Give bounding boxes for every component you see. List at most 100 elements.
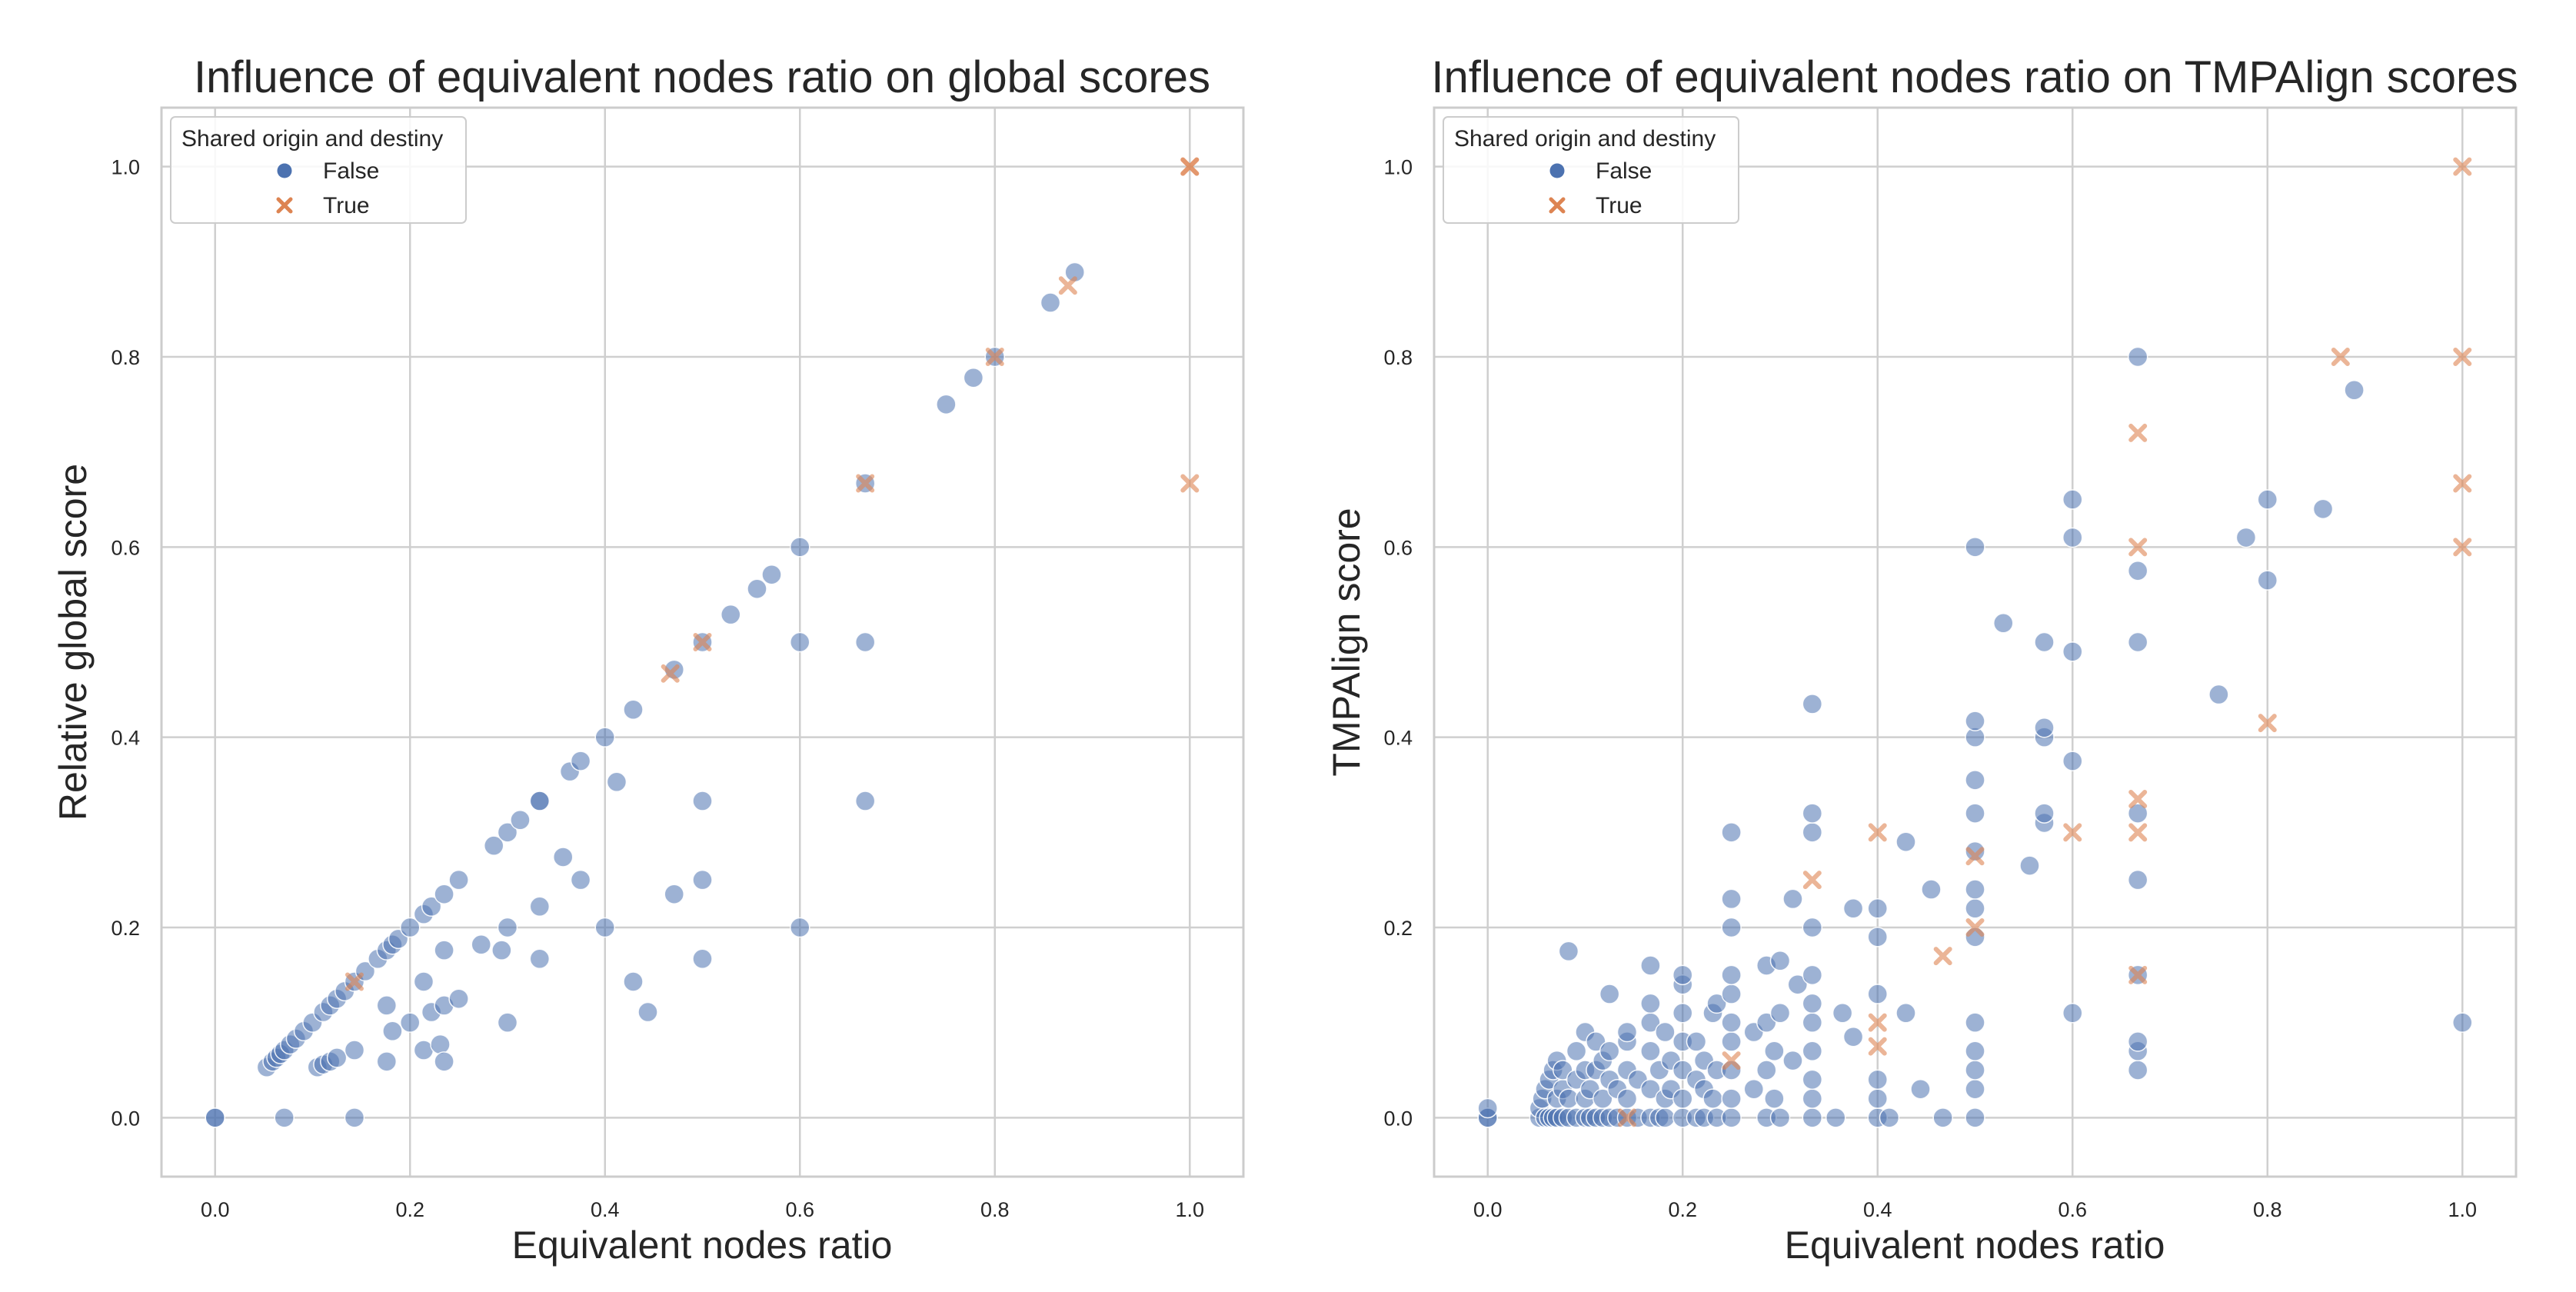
data-point-false xyxy=(326,1047,348,1068)
tick-labels: 0.0 0.2 0.4 0.6 0.8 1.0 0.0 0.2 0.4 0.6 0.8 1.0 xyxy=(1383,156,2477,1221)
data-point-false xyxy=(2034,803,2055,824)
data-point-true xyxy=(661,664,680,683)
x-tick-label: 0.0 xyxy=(1473,1198,1503,1221)
data-point-true xyxy=(1868,1013,1887,1032)
data-point-false xyxy=(1721,984,1742,1004)
data-point-true xyxy=(2128,823,2148,842)
data-point-false xyxy=(1802,1088,1823,1109)
data-point-false xyxy=(963,367,984,388)
data-point-false xyxy=(2208,684,2229,705)
plot-frame xyxy=(1433,106,2518,1178)
y-tick-label: 0.8 xyxy=(111,346,140,369)
data-point-false xyxy=(1599,984,1620,1004)
data-point-false xyxy=(1721,888,1742,910)
legend: Shared origin and destiny False True xyxy=(1443,116,1739,224)
data-point-false xyxy=(1782,888,1803,910)
data-point-false xyxy=(2127,869,2148,891)
data-point-false xyxy=(1721,1088,1742,1109)
data-point-false xyxy=(1802,1107,1823,1128)
data-point-true xyxy=(2453,157,2472,176)
x-tick-label: 0.2 xyxy=(1668,1198,1697,1221)
data-point-false xyxy=(1721,1012,1742,1033)
data-point-false xyxy=(529,896,551,917)
data-point-false xyxy=(1965,841,1985,862)
data-point-false xyxy=(637,1001,658,1023)
data-point-false xyxy=(1965,898,1985,919)
data-point-false xyxy=(761,564,782,585)
x-tick-label: 0.8 xyxy=(980,1198,1010,1221)
data-point-true xyxy=(2063,823,2082,842)
data-point-false xyxy=(606,771,627,793)
data-point-false xyxy=(1787,974,1809,995)
legend-title: Shared origin and destiny xyxy=(181,126,443,152)
data-point-false xyxy=(344,1107,365,1128)
data-point-false xyxy=(1867,898,1888,919)
data-point-false xyxy=(1477,1097,1498,1119)
data-point-false xyxy=(399,1012,421,1033)
data-point-true xyxy=(1933,947,1952,966)
x-tick-label: 0.4 xyxy=(1863,1198,1892,1221)
data-point-false xyxy=(376,995,398,1016)
data-point-false xyxy=(1672,1003,1693,1024)
chart-title: Influence of equivalent nodes ratio on T… xyxy=(1431,52,2518,102)
data-point-false xyxy=(1593,1088,1613,1109)
data-point-false xyxy=(497,822,518,843)
legend-false-label: False xyxy=(323,158,379,184)
data-point-true xyxy=(1058,276,1077,295)
data-points xyxy=(205,157,1200,1128)
data-point-false xyxy=(1965,1107,1985,1128)
data-point-false xyxy=(1825,1107,1846,1128)
data-point-true xyxy=(2128,790,2148,809)
data-point-false xyxy=(529,948,551,970)
data-point-false xyxy=(491,940,512,961)
data-point-false xyxy=(747,578,767,599)
x-tick-label: 1.0 xyxy=(2448,1198,2478,1221)
y-tick-label: 0.0 xyxy=(111,1107,140,1130)
data-point-false xyxy=(413,971,434,992)
legend-box xyxy=(1443,116,1739,224)
data-point-false xyxy=(2127,1060,2148,1081)
data-point-false xyxy=(1040,292,1061,313)
data-point-false xyxy=(570,751,591,771)
legend: Shared origin and destiny False True xyxy=(170,116,467,224)
y-tick-label: 0.0 xyxy=(1383,1107,1413,1130)
data-point-false xyxy=(2452,1012,2473,1033)
data-point-false xyxy=(1842,1026,1864,1047)
data-point-false xyxy=(1802,1041,1823,1062)
data-point-false xyxy=(1802,964,1823,986)
data-point-false xyxy=(692,791,713,811)
data-point-false xyxy=(1965,879,1985,900)
y-tick-label: 0.2 xyxy=(1383,917,1413,940)
data-point-true xyxy=(2128,538,2148,557)
x-axis-label: Equivalent nodes ratio xyxy=(1785,1224,2165,1267)
data-point-false xyxy=(1616,1088,1638,1109)
data-point-false xyxy=(2019,855,2040,876)
data-point-false xyxy=(1965,803,1985,824)
data-point-false xyxy=(434,1051,454,1072)
data-point-false xyxy=(1706,993,1727,1014)
y-tick-label: 1.0 xyxy=(1383,156,1413,179)
x-tick-label: 0.0 xyxy=(201,1198,230,1221)
data-point-true xyxy=(1965,847,1985,866)
data-point-false xyxy=(2257,489,2278,510)
y-tick-label: 0.4 xyxy=(111,727,140,750)
tick-labels: 0.0 0.2 0.4 0.6 0.8 1.0 0.0 0.2 0.4 0.6 0.8 1.0 xyxy=(111,156,1204,1221)
y-tick-label: 1.0 xyxy=(111,156,140,179)
data-point-false xyxy=(692,948,713,970)
data-point-false xyxy=(1566,1041,1587,1062)
data-point-false xyxy=(376,1051,398,1072)
tmpalign-score-chart: 0.0 0.2 0.4 0.6 0.8 1.0 0.0 0.2 0.4 0.6 0.8 1.0 Inf… xyxy=(1325,52,2518,1267)
data-point-false xyxy=(623,971,644,992)
data-point-true xyxy=(1868,1037,1887,1056)
data-point-false xyxy=(1993,613,2014,634)
data-point-false xyxy=(1921,879,1942,900)
data-point-false xyxy=(2127,346,2148,368)
data-point-false xyxy=(483,835,504,856)
data-point-false xyxy=(1895,831,1916,852)
data-point-false xyxy=(1867,1069,1888,1091)
x-tick-label: 0.6 xyxy=(785,1198,814,1221)
x-tick-label: 1.0 xyxy=(1176,1198,1205,1221)
chart-title: Influence of equivalent nodes ratio on g… xyxy=(194,52,1210,102)
data-point-false xyxy=(2344,380,2365,401)
data-point-false xyxy=(936,394,957,415)
